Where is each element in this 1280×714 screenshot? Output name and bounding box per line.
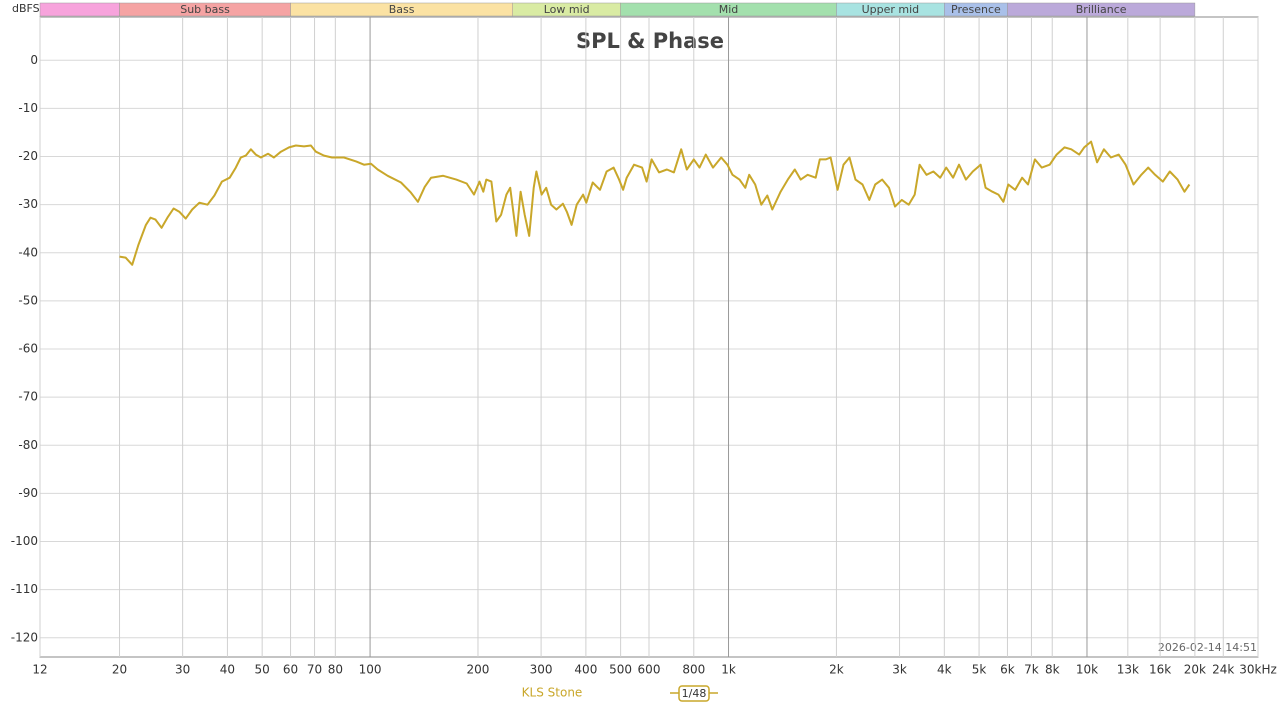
- chart-title: SPL & Phase: [576, 29, 724, 53]
- x-tick-label: 6k: [1000, 663, 1015, 677]
- y-tick-label: -70: [18, 390, 38, 404]
- y-axis-label: dBFS: [12, 2, 40, 15]
- smoothing-label[interactable]: 1/48: [682, 687, 707, 700]
- band-label: Brilliance: [1076, 3, 1127, 16]
- band-label: Presence: [951, 3, 1001, 16]
- band-label: Sub bass: [180, 3, 230, 16]
- y-tick-label: -60: [18, 342, 38, 356]
- band-label: Low mid: [544, 3, 590, 16]
- x-tick-label: 4k: [937, 663, 952, 677]
- x-tick-label: 7k: [1024, 663, 1039, 677]
- x-tick-label: 800: [682, 663, 705, 677]
- x-tick-label: 13k: [1117, 663, 1139, 677]
- y-tick-label: -50: [18, 293, 38, 307]
- band: [39, 2, 120, 17]
- y-tick-label: -90: [18, 486, 38, 500]
- band-label: Upper mid: [862, 3, 920, 16]
- x-tick-label: 3k: [892, 663, 907, 677]
- y-tick-label: -120: [11, 630, 38, 644]
- y-tick-label: -30: [18, 197, 38, 211]
- y-tick-label: -100: [11, 534, 38, 548]
- x-tick-label: 5k: [972, 663, 987, 677]
- x-tick-label: 50: [255, 663, 270, 677]
- x-tick-label: 40: [220, 663, 235, 677]
- smoothing-box[interactable]: [678, 685, 710, 702]
- x-tick-label: 200: [467, 663, 490, 677]
- x-tick-label: 16k: [1149, 663, 1171, 677]
- band-label: Mid: [719, 3, 739, 16]
- x-tick-label: 600: [638, 663, 661, 677]
- x-tick-label: 60: [283, 663, 298, 677]
- legend-label: KLS Stone: [522, 686, 583, 700]
- x-tick-label: 400: [574, 663, 597, 677]
- x-tick-label: 12: [32, 663, 47, 677]
- y-tick-label: -40: [18, 245, 38, 259]
- y-tick-label: -110: [11, 582, 38, 596]
- x-tick-label: 300: [530, 663, 553, 677]
- x-tick-label: 20k: [1184, 663, 1206, 677]
- band: [1007, 2, 1196, 17]
- x-tick-label: 8k: [1045, 663, 1060, 677]
- y-tick-label: -10: [18, 101, 38, 115]
- y-tick-label: 0: [30, 53, 38, 67]
- series-line: [119, 140, 1191, 266]
- x-tick-label: 100: [359, 663, 382, 677]
- y-tick-label: -80: [18, 438, 38, 452]
- x-tick-label: 10k: [1076, 663, 1098, 677]
- x-tick-label: 30: [175, 663, 190, 677]
- y-tick-label: -20: [18, 149, 38, 163]
- x-tick-label: 24k: [1212, 663, 1234, 677]
- x-tick-label: 500: [609, 663, 632, 677]
- x-tick-label: 70: [307, 663, 322, 677]
- x-tick-label: 2k: [829, 663, 844, 677]
- x-tick-label: 20: [112, 663, 127, 677]
- x-tick-label: 80: [328, 663, 343, 677]
- x-tick-label: 1k: [721, 663, 736, 677]
- band-label: Bass: [389, 3, 415, 16]
- timestamp: 2026-02-14 14:51: [1158, 641, 1257, 654]
- x-tick-label: 30kHz: [1239, 663, 1277, 677]
